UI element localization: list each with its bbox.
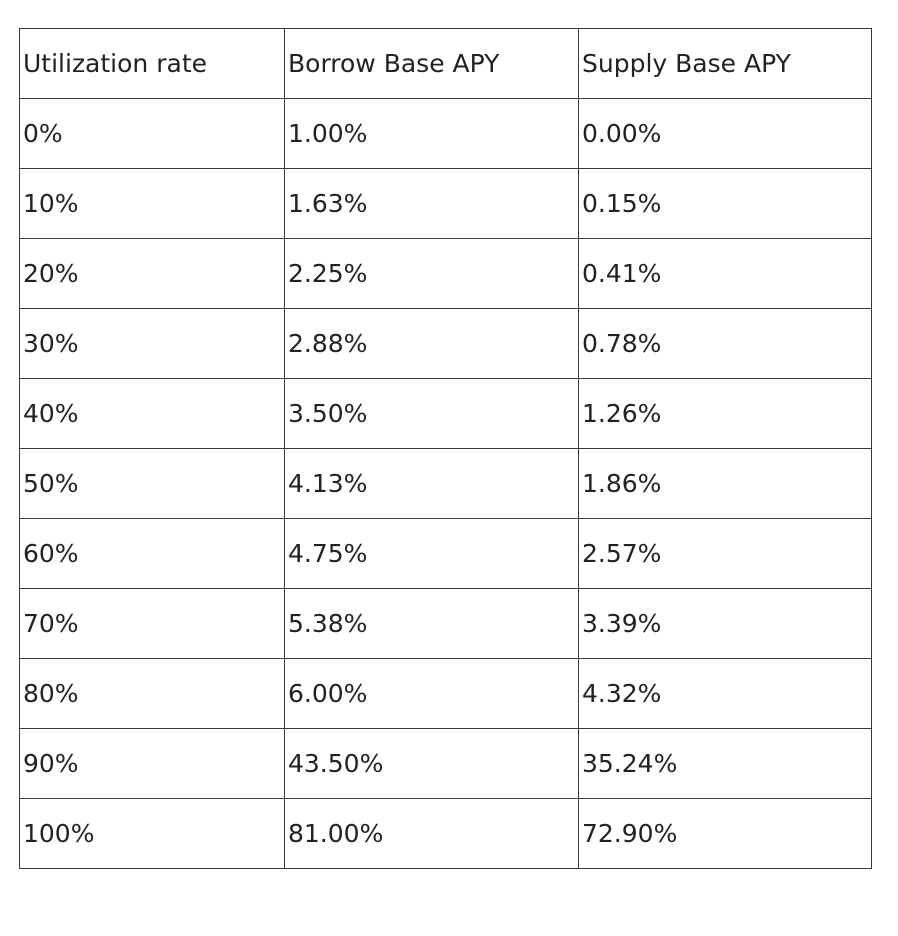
header-borrow-base-apy: Borrow Base APY	[284, 28, 579, 99]
table-row: 10% 1.63% 0.15%	[19, 168, 872, 239]
apy-table: Utilization rate Borrow Base APY Supply …	[19, 28, 872, 869]
utilization-cell: 100%	[19, 798, 285, 869]
header-utilization-rate: Utilization rate	[19, 28, 285, 99]
borrow-apy-cell: 4.13%	[284, 448, 579, 519]
supply-apy-cell: 0.15%	[578, 168, 872, 239]
borrow-apy-cell: 3.50%	[284, 378, 579, 449]
table-row: 30% 2.88% 0.78%	[19, 308, 872, 379]
supply-apy-cell: 72.90%	[578, 798, 872, 869]
supply-apy-cell: 1.86%	[578, 448, 872, 519]
table-row: 90% 43.50% 35.24%	[19, 728, 872, 799]
table-row: 40% 3.50% 1.26%	[19, 378, 872, 449]
utilization-cell: 70%	[19, 588, 285, 659]
borrow-apy-cell: 43.50%	[284, 728, 579, 799]
utilization-cell: 90%	[19, 728, 285, 799]
table-row: 0% 1.00% 0.00%	[19, 98, 872, 169]
supply-apy-cell: 3.39%	[578, 588, 872, 659]
utilization-cell: 30%	[19, 308, 285, 379]
borrow-apy-cell: 5.38%	[284, 588, 579, 659]
table-row: 60% 4.75% 2.57%	[19, 518, 872, 589]
table-row: 80% 6.00% 4.32%	[19, 658, 872, 729]
borrow-apy-cell: 1.00%	[284, 98, 579, 169]
supply-apy-cell: 0.00%	[578, 98, 872, 169]
utilization-cell: 10%	[19, 168, 285, 239]
utilization-cell: 40%	[19, 378, 285, 449]
borrow-apy-cell: 1.63%	[284, 168, 579, 239]
table-row: 70% 5.38% 3.39%	[19, 588, 872, 659]
supply-apy-cell: 2.57%	[578, 518, 872, 589]
borrow-apy-cell: 2.25%	[284, 238, 579, 309]
utilization-cell: 60%	[19, 518, 285, 589]
table-row: 100% 81.00% 72.90%	[19, 798, 872, 869]
supply-apy-cell: 35.24%	[578, 728, 872, 799]
borrow-apy-cell: 6.00%	[284, 658, 579, 729]
supply-apy-cell: 4.32%	[578, 658, 872, 729]
table-header-row: Utilization rate Borrow Base APY Supply …	[19, 28, 872, 99]
header-supply-base-apy: Supply Base APY	[578, 28, 872, 99]
utilization-cell: 50%	[19, 448, 285, 519]
borrow-apy-cell: 4.75%	[284, 518, 579, 589]
utilization-cell: 20%	[19, 238, 285, 309]
table-row: 20% 2.25% 0.41%	[19, 238, 872, 309]
borrow-apy-cell: 2.88%	[284, 308, 579, 379]
borrow-apy-cell: 81.00%	[284, 798, 579, 869]
supply-apy-cell: 1.26%	[578, 378, 872, 449]
utilization-cell: 0%	[19, 98, 285, 169]
supply-apy-cell: 0.41%	[578, 238, 872, 309]
utilization-cell: 80%	[19, 658, 285, 729]
supply-apy-cell: 0.78%	[578, 308, 872, 379]
table-row: 50% 4.13% 1.86%	[19, 448, 872, 519]
